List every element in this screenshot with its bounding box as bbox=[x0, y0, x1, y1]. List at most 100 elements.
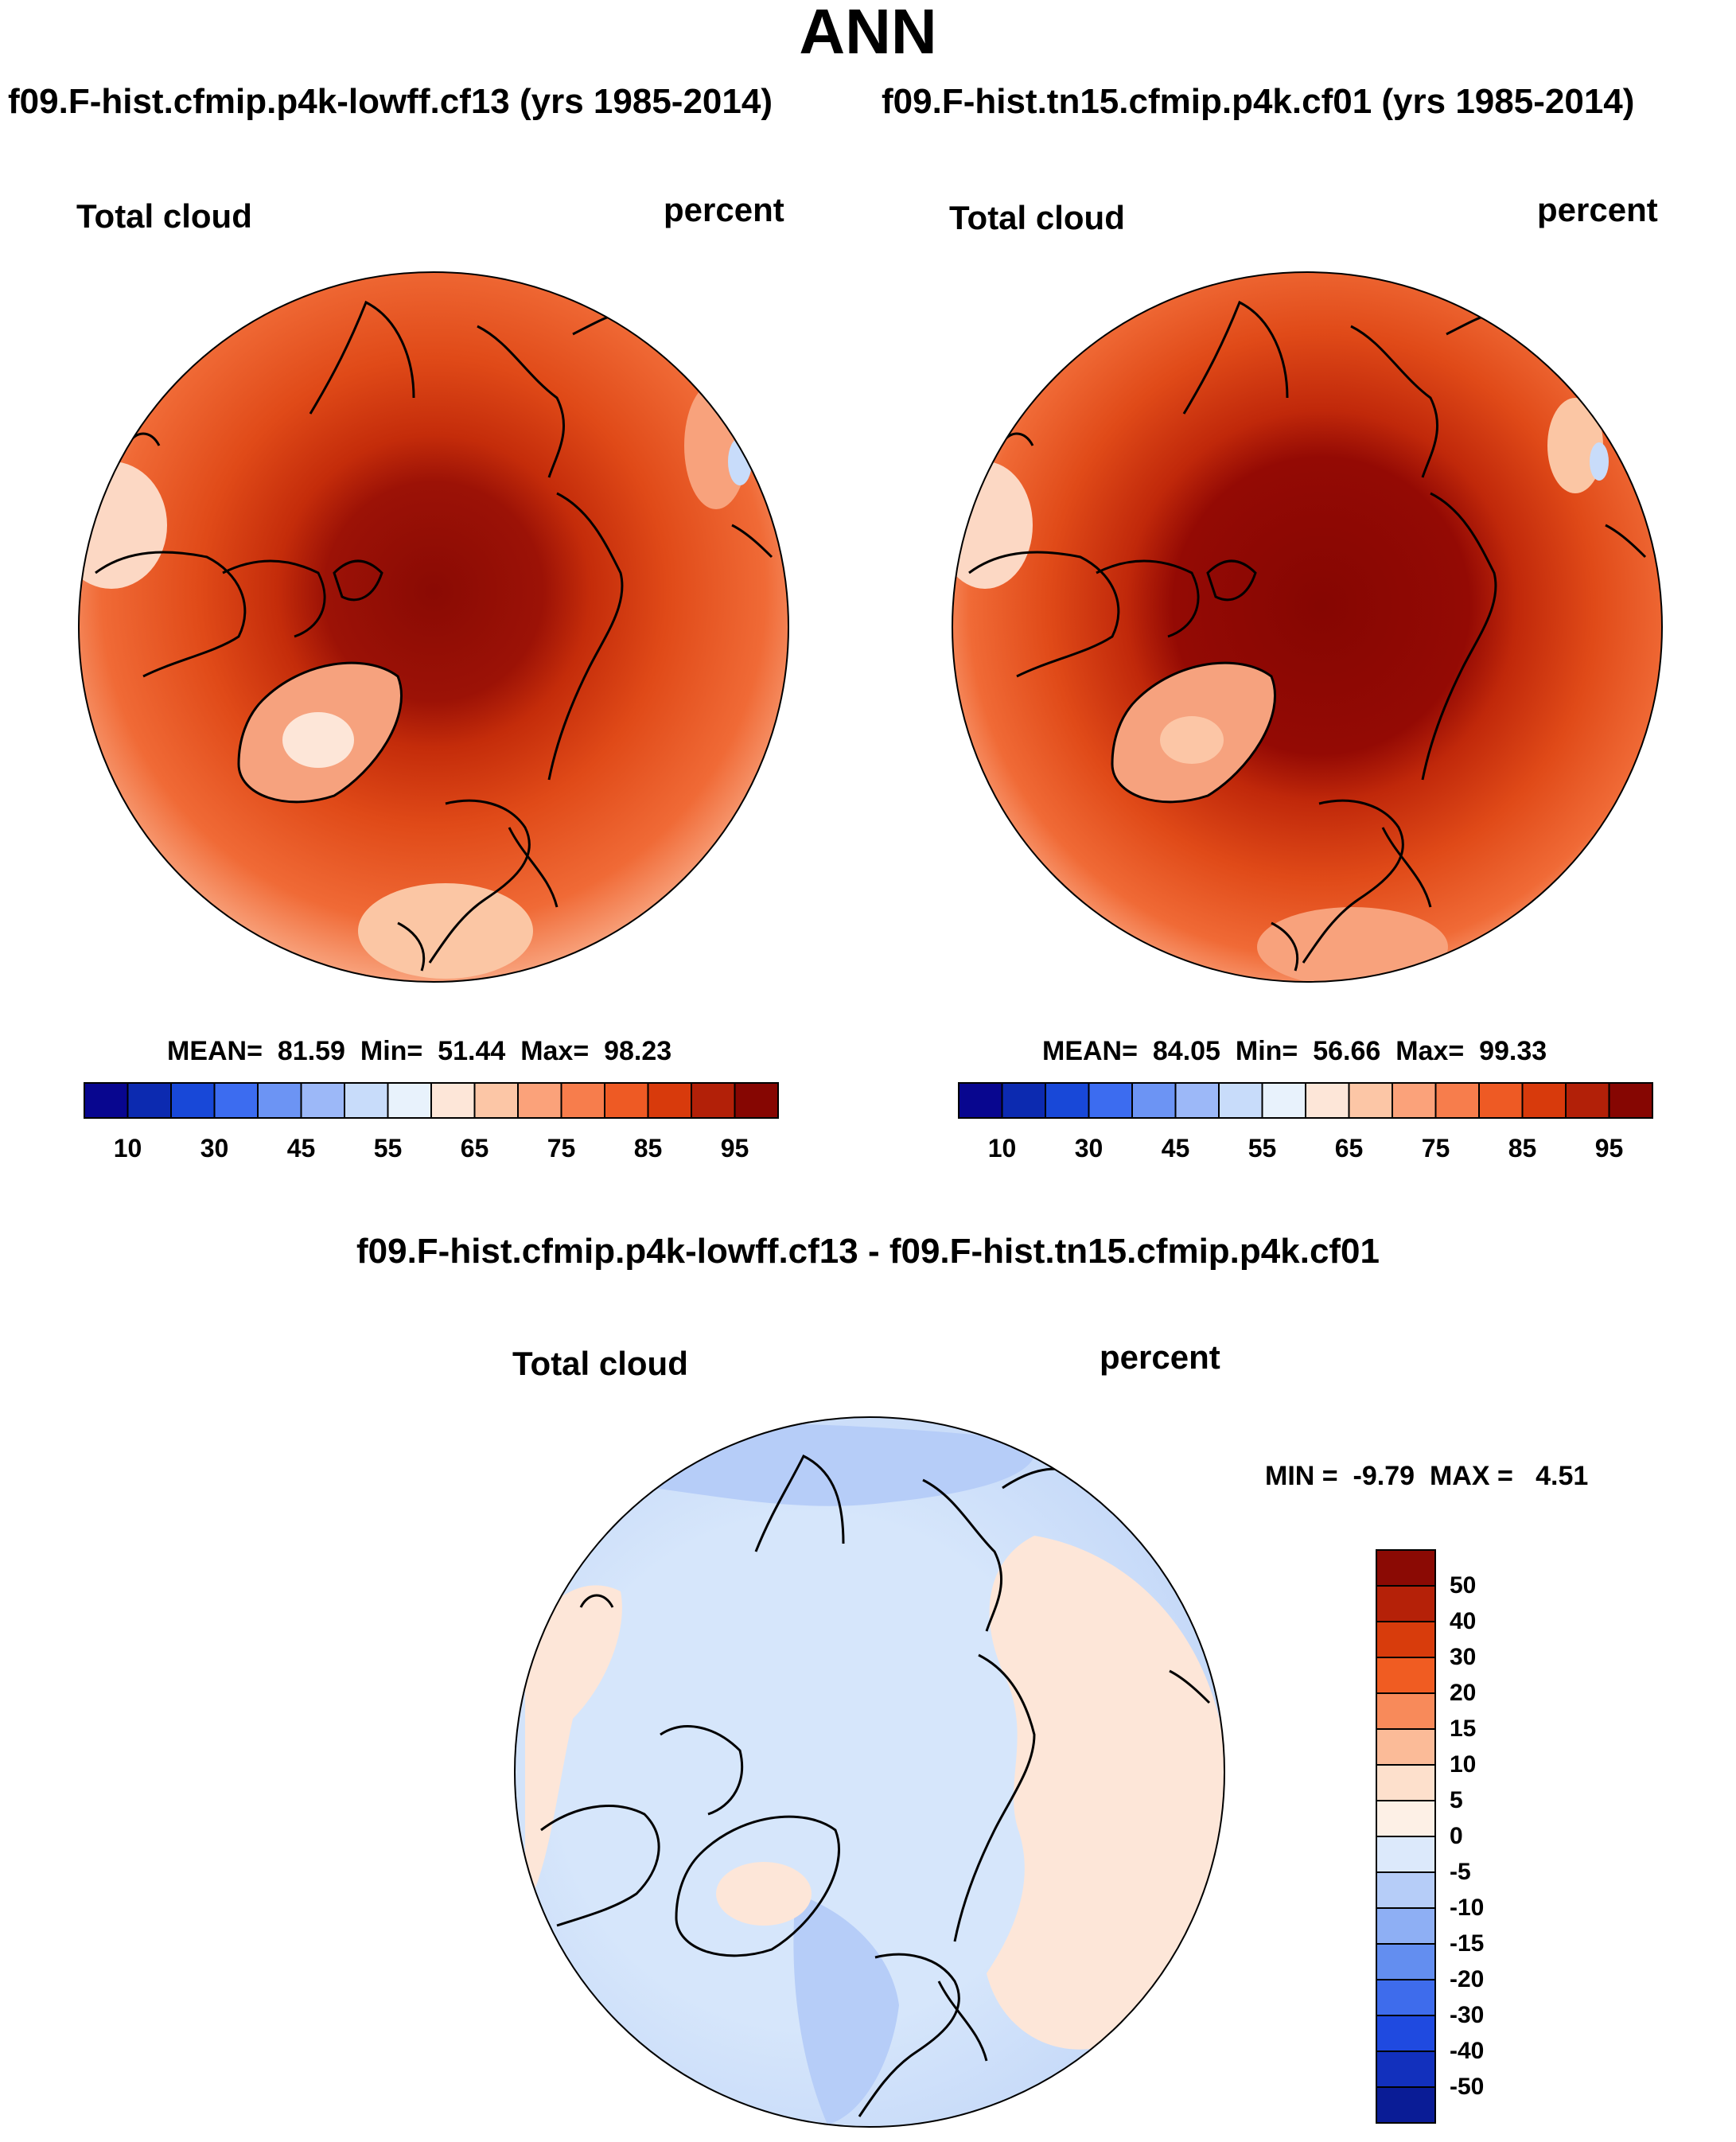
left-map-field bbox=[79, 272, 788, 982]
left-max-value: 98.23 bbox=[604, 1036, 672, 1066]
right-colorbar-swatch bbox=[1305, 1082, 1350, 1119]
left-colorbar-swatch bbox=[344, 1082, 389, 1119]
right-map-border bbox=[952, 271, 1663, 983]
difference-colorbar-tick-label: 10 bbox=[1450, 1751, 1477, 1778]
difference-colorbar-tick-label: -30 bbox=[1450, 2002, 1485, 2028]
left-colorbar-tick-label: 10 bbox=[113, 1134, 142, 1163]
left-colorbar-swatch bbox=[647, 1082, 692, 1119]
difference-min-value: -9.79 bbox=[1353, 1461, 1415, 1491]
left-colorbar bbox=[84, 1082, 779, 1119]
difference-colorbar-tick-label: 20 bbox=[1450, 1680, 1477, 1706]
difference-colorbar-swatch bbox=[1376, 1657, 1436, 1694]
right-max-label: Max= bbox=[1395, 1036, 1465, 1066]
difference-colorbar-tick-label: -15 bbox=[1450, 1930, 1485, 1957]
difference-map-positive-region bbox=[987, 1536, 1224, 2050]
right-colorbar-swatch bbox=[1348, 1082, 1393, 1119]
right-max-value: 99.33 bbox=[1479, 1036, 1547, 1066]
left-colorbar-swatch bbox=[560, 1082, 605, 1119]
difference-stats: MIN = -9.79 MAX = 4.51 bbox=[1265, 1461, 1588, 1492]
left-colorbar-tick-label: 45 bbox=[286, 1134, 316, 1163]
right-colorbar-swatch bbox=[1174, 1082, 1220, 1119]
difference-colorbar-tick-label: 50 bbox=[1450, 1572, 1477, 1599]
left-colorbar-tick-label: 55 bbox=[373, 1134, 403, 1163]
left-map-low-cloud-patch bbox=[282, 712, 354, 768]
difference-colorbar-tick-label: -50 bbox=[1450, 2074, 1485, 2100]
difference-field-label: Total cloud bbox=[512, 1345, 688, 1382]
right-colorbar-swatch bbox=[1088, 1082, 1133, 1119]
right-map-low-cloud-patch bbox=[1590, 442, 1609, 481]
right-colorbar-swatch bbox=[1218, 1082, 1263, 1119]
difference-colorbar-swatch bbox=[1376, 1979, 1436, 2016]
difference-colorbar-tick-label: 30 bbox=[1450, 1644, 1477, 1670]
left-map-low-cloud-patch bbox=[358, 883, 533, 979]
difference-colorbar-tick-label: -20 bbox=[1450, 1966, 1485, 1992]
difference-colorbar-swatch bbox=[1376, 1585, 1436, 1622]
left-colorbar-tick-label: 95 bbox=[720, 1134, 749, 1163]
right-units-label: percent bbox=[1537, 191, 1658, 228]
right-map-field bbox=[952, 272, 1662, 982]
left-colorbar-swatch bbox=[213, 1082, 259, 1119]
difference-colorbar-tick-label: -10 bbox=[1450, 1895, 1485, 1921]
right-colorbar-swatch bbox=[1131, 1082, 1177, 1119]
difference-colorbar-swatch bbox=[1376, 1871, 1436, 1909]
left-units-label: percent bbox=[664, 191, 784, 228]
left-map-low-cloud-patch bbox=[79, 462, 167, 589]
difference-colorbar-tick-label: 15 bbox=[1450, 1716, 1477, 1742]
difference-colorbar-swatch bbox=[1376, 1943, 1436, 1980]
left-colorbar-tick-label: 65 bbox=[460, 1134, 489, 1163]
right-colorbar-tick-label: 45 bbox=[1161, 1134, 1190, 1163]
right-colorbar-swatch bbox=[1045, 1082, 1090, 1119]
left-case-title: f09.F-hist.cfmip.p4k-lowff.cf13 (yrs 198… bbox=[8, 82, 773, 121]
left-colorbar-swatch bbox=[604, 1082, 649, 1119]
left-colorbar-swatch bbox=[387, 1082, 432, 1119]
difference-colorbar-tick-label: 40 bbox=[1450, 1608, 1477, 1634]
left-mean-label: MEAN= bbox=[167, 1036, 263, 1066]
right-colorbar-tick-label: 65 bbox=[1334, 1134, 1364, 1163]
main-title: ANN bbox=[799, 0, 937, 67]
right-colorbar-tick-label: 85 bbox=[1508, 1134, 1537, 1163]
difference-map bbox=[514, 1416, 1225, 2128]
difference-map-positive-region bbox=[716, 1862, 812, 1926]
left-colorbar-swatch bbox=[170, 1082, 216, 1119]
difference-colorbar-swatch bbox=[1376, 2015, 1436, 2052]
difference-map-coastlines bbox=[540, 1454, 1211, 2117]
difference-colorbar-swatch bbox=[1376, 1728, 1436, 1766]
right-colorbar-swatch bbox=[1392, 1082, 1437, 1119]
right-min-label: Min= bbox=[1235, 1036, 1298, 1066]
difference-colorbar-tick-label: 0 bbox=[1450, 1823, 1463, 1849]
difference-colorbar-swatch bbox=[1376, 1907, 1436, 1945]
right-colorbar-swatch bbox=[1608, 1082, 1653, 1119]
left-field-label: Total cloud bbox=[76, 197, 252, 235]
right-min-value: 56.66 bbox=[1313, 1036, 1381, 1066]
right-colorbar-swatch bbox=[1521, 1082, 1567, 1119]
difference-colorbar-swatch bbox=[1376, 1764, 1436, 1801]
left-mean-value: 81.59 bbox=[277, 1036, 345, 1066]
difference-colorbar-swatch bbox=[1376, 1549, 1436, 1587]
right-colorbar-swatch bbox=[1261, 1082, 1306, 1119]
difference-colorbar-tick-label: 5 bbox=[1450, 1787, 1463, 1813]
left-map-border bbox=[78, 271, 789, 983]
left-colorbar-swatch bbox=[257, 1082, 302, 1119]
difference-colorbar-swatch bbox=[1376, 1836, 1436, 1873]
right-map bbox=[952, 271, 1663, 983]
right-stats: MEAN= 84.05 Min= 56.66 Max= 99.33 bbox=[1042, 1036, 1547, 1067]
difference-colorbar-swatch bbox=[1376, 1800, 1436, 1837]
difference-units-label: percent bbox=[1100, 1338, 1220, 1376]
right-colorbar-swatch bbox=[1478, 1082, 1524, 1119]
left-min-label: Min= bbox=[360, 1036, 423, 1066]
left-colorbar-swatch bbox=[300, 1082, 345, 1119]
difference-map-border bbox=[514, 1416, 1225, 2128]
difference-colorbar bbox=[1376, 1549, 1436, 2124]
left-colorbar-swatch bbox=[430, 1082, 476, 1119]
difference-max-value: 4.51 bbox=[1536, 1461, 1589, 1491]
right-colorbar-tick-label: 95 bbox=[1594, 1134, 1624, 1163]
difference-map-positive-region bbox=[525, 1585, 622, 1910]
difference-colorbar-tick-label: -40 bbox=[1450, 2038, 1485, 2064]
left-colorbar-swatch bbox=[84, 1082, 129, 1119]
difference-map-negative-region bbox=[636, 1423, 1037, 1506]
difference-colorbar-swatch bbox=[1376, 2050, 1436, 2088]
right-colorbar-tick-label: 75 bbox=[1421, 1134, 1450, 1163]
left-colorbar-tick-label: 30 bbox=[200, 1134, 229, 1163]
difference-title: f09.F-hist.cfmip.p4k-lowff.cf13 - f09.F-… bbox=[356, 1232, 1380, 1271]
